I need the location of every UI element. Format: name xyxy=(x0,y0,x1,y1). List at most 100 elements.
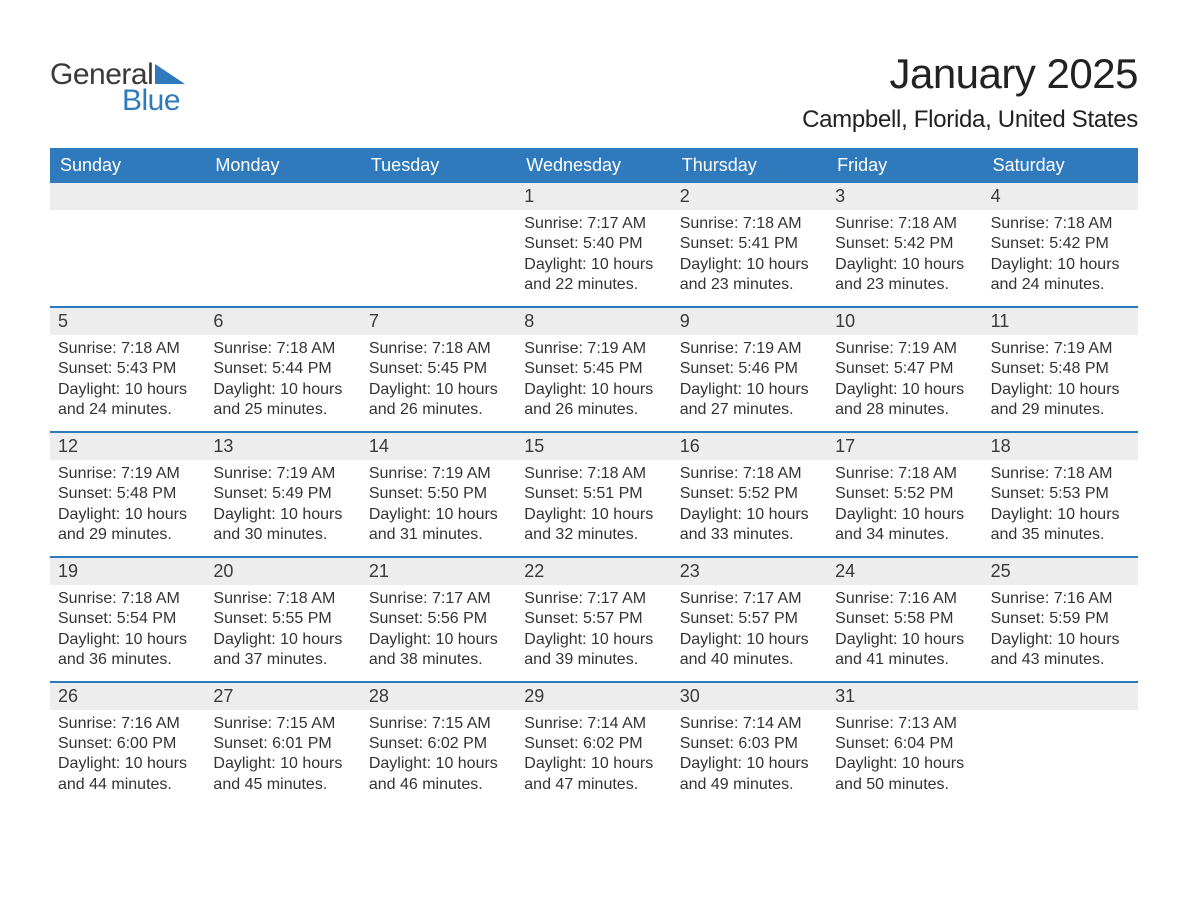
day-number: 2 xyxy=(672,183,827,210)
logo-triangle-icon xyxy=(155,62,189,84)
brand-logo: General Blue xyxy=(50,50,189,118)
calendar-day-cell: 4Sunrise: 7:18 AMSunset: 5:42 PMDaylight… xyxy=(983,183,1138,306)
day-number: 19 xyxy=(50,558,205,585)
calendar-week: 26Sunrise: 7:16 AMSunset: 6:00 PMDayligh… xyxy=(50,681,1138,806)
calendar-week: 5Sunrise: 7:18 AMSunset: 5:43 PMDaylight… xyxy=(50,306,1138,431)
daylight-line: Daylight: 10 hours and 34 minutes. xyxy=(835,505,974,546)
sunset-line: Sunset: 6:03 PM xyxy=(680,734,819,754)
daylight-line: Daylight: 10 hours and 24 minutes. xyxy=(991,255,1130,296)
calendar-day-cell xyxy=(983,683,1138,806)
sunrise-line: Sunrise: 7:18 AM xyxy=(58,339,197,359)
daylight-line: Daylight: 10 hours and 43 minutes. xyxy=(991,630,1130,671)
sunrise-line: Sunrise: 7:15 AM xyxy=(213,714,352,734)
day-number: 4 xyxy=(983,183,1138,210)
sunset-line: Sunset: 6:04 PM xyxy=(835,734,974,754)
sunset-line: Sunset: 5:40 PM xyxy=(524,234,663,254)
sunrise-line: Sunrise: 7:17 AM xyxy=(369,589,508,609)
day-details: Sunrise: 7:17 AMSunset: 5:56 PMDaylight:… xyxy=(361,585,516,671)
sunset-line: Sunset: 5:45 PM xyxy=(524,359,663,379)
calendar-day-cell: 11Sunrise: 7:19 AMSunset: 5:48 PMDayligh… xyxy=(983,308,1138,431)
sunset-line: Sunset: 5:48 PM xyxy=(58,484,197,504)
sunrise-line: Sunrise: 7:18 AM xyxy=(835,214,974,234)
day-number: 31 xyxy=(827,683,982,710)
sunset-line: Sunset: 6:02 PM xyxy=(524,734,663,754)
sunrise-line: Sunrise: 7:18 AM xyxy=(213,589,352,609)
calendar-day-cell: 12Sunrise: 7:19 AMSunset: 5:48 PMDayligh… xyxy=(50,433,205,556)
sunrise-line: Sunrise: 7:17 AM xyxy=(680,589,819,609)
daylight-line: Daylight: 10 hours and 45 minutes. xyxy=(213,754,352,795)
sunrise-line: Sunrise: 7:13 AM xyxy=(835,714,974,734)
calendar-weeks: 1Sunrise: 7:17 AMSunset: 5:40 PMDaylight… xyxy=(50,183,1138,805)
sunrise-line: Sunrise: 7:18 AM xyxy=(680,464,819,484)
day-details: Sunrise: 7:13 AMSunset: 6:04 PMDaylight:… xyxy=(827,710,982,796)
sunrise-line: Sunrise: 7:19 AM xyxy=(991,339,1130,359)
calendar-week: 1Sunrise: 7:17 AMSunset: 5:40 PMDaylight… xyxy=(50,183,1138,306)
daylight-line: Daylight: 10 hours and 22 minutes. xyxy=(524,255,663,296)
sunrise-line: Sunrise: 7:15 AM xyxy=(369,714,508,734)
daylight-line: Daylight: 10 hours and 49 minutes. xyxy=(680,754,819,795)
sunset-line: Sunset: 5:53 PM xyxy=(991,484,1130,504)
calendar-day-cell: 29Sunrise: 7:14 AMSunset: 6:02 PMDayligh… xyxy=(516,683,671,806)
sunrise-line: Sunrise: 7:16 AM xyxy=(835,589,974,609)
sunset-line: Sunset: 5:43 PM xyxy=(58,359,197,379)
daylight-line: Daylight: 10 hours and 23 minutes. xyxy=(680,255,819,296)
sunset-line: Sunset: 5:52 PM xyxy=(680,484,819,504)
daylight-line: Daylight: 10 hours and 47 minutes. xyxy=(524,754,663,795)
calendar-day-cell: 3Sunrise: 7:18 AMSunset: 5:42 PMDaylight… xyxy=(827,183,982,306)
day-number: 10 xyxy=(827,308,982,335)
day-details: Sunrise: 7:18 AMSunset: 5:55 PMDaylight:… xyxy=(205,585,360,671)
sunset-line: Sunset: 5:42 PM xyxy=(991,234,1130,254)
calendar-day-cell: 2Sunrise: 7:18 AMSunset: 5:41 PMDaylight… xyxy=(672,183,827,306)
day-number: 25 xyxy=(983,558,1138,585)
calendar-day-cell: 19Sunrise: 7:18 AMSunset: 5:54 PMDayligh… xyxy=(50,558,205,681)
day-details: Sunrise: 7:18 AMSunset: 5:43 PMDaylight:… xyxy=(50,335,205,421)
daylight-line: Daylight: 10 hours and 44 minutes. xyxy=(58,754,197,795)
day-details: Sunrise: 7:19 AMSunset: 5:49 PMDaylight:… xyxy=(205,460,360,546)
sunset-line: Sunset: 5:49 PM xyxy=(213,484,352,504)
sunrise-line: Sunrise: 7:14 AM xyxy=(680,714,819,734)
day-number: 21 xyxy=(361,558,516,585)
day-number: 18 xyxy=(983,433,1138,460)
sunrise-line: Sunrise: 7:14 AM xyxy=(524,714,663,734)
daylight-line: Daylight: 10 hours and 50 minutes. xyxy=(835,754,974,795)
day-number: 15 xyxy=(516,433,671,460)
day-details: Sunrise: 7:16 AMSunset: 5:58 PMDaylight:… xyxy=(827,585,982,671)
daylight-line: Daylight: 10 hours and 29 minutes. xyxy=(991,380,1130,421)
sunset-line: Sunset: 5:47 PM xyxy=(835,359,974,379)
calendar-day-cell: 23Sunrise: 7:17 AMSunset: 5:57 PMDayligh… xyxy=(672,558,827,681)
sunset-line: Sunset: 6:00 PM xyxy=(58,734,197,754)
day-number: 20 xyxy=(205,558,360,585)
daylight-line: Daylight: 10 hours and 26 minutes. xyxy=(369,380,508,421)
sunset-line: Sunset: 5:51 PM xyxy=(524,484,663,504)
daylight-line: Daylight: 10 hours and 26 minutes. xyxy=(524,380,663,421)
sunset-line: Sunset: 5:45 PM xyxy=(369,359,508,379)
calendar-day-cell: 15Sunrise: 7:18 AMSunset: 5:51 PMDayligh… xyxy=(516,433,671,556)
daylight-line: Daylight: 10 hours and 29 minutes. xyxy=(58,505,197,546)
calendar-day-cell: 1Sunrise: 7:17 AMSunset: 5:40 PMDaylight… xyxy=(516,183,671,306)
location-subtitle: Campbell, Florida, United States xyxy=(802,106,1138,134)
calendar-day-cell: 14Sunrise: 7:19 AMSunset: 5:50 PMDayligh… xyxy=(361,433,516,556)
day-number: 6 xyxy=(205,308,360,335)
sunset-line: Sunset: 5:57 PM xyxy=(680,609,819,629)
daylight-line: Daylight: 10 hours and 28 minutes. xyxy=(835,380,974,421)
day-number: 27 xyxy=(205,683,360,710)
sunrise-line: Sunrise: 7:18 AM xyxy=(524,464,663,484)
calendar-day-cell: 6Sunrise: 7:18 AMSunset: 5:44 PMDaylight… xyxy=(205,308,360,431)
sunrise-line: Sunrise: 7:18 AM xyxy=(58,589,197,609)
sunset-line: Sunset: 6:01 PM xyxy=(213,734,352,754)
sunrise-line: Sunrise: 7:18 AM xyxy=(213,339,352,359)
daylight-line: Daylight: 10 hours and 40 minutes. xyxy=(680,630,819,671)
day-number: 8 xyxy=(516,308,671,335)
calendar: SundayMondayTuesdayWednesdayThursdayFrid… xyxy=(50,148,1138,805)
calendar-day-cell: 13Sunrise: 7:19 AMSunset: 5:49 PMDayligh… xyxy=(205,433,360,556)
daylight-line: Daylight: 10 hours and 31 minutes. xyxy=(369,505,508,546)
day-number: 17 xyxy=(827,433,982,460)
day-details: Sunrise: 7:18 AMSunset: 5:53 PMDaylight:… xyxy=(983,460,1138,546)
day-number: 28 xyxy=(361,683,516,710)
calendar-day-cell: 24Sunrise: 7:16 AMSunset: 5:58 PMDayligh… xyxy=(827,558,982,681)
day-details: Sunrise: 7:19 AMSunset: 5:47 PMDaylight:… xyxy=(827,335,982,421)
day-details: Sunrise: 7:18 AMSunset: 5:52 PMDaylight:… xyxy=(827,460,982,546)
sunrise-line: Sunrise: 7:18 AM xyxy=(369,339,508,359)
calendar-day-cell: 30Sunrise: 7:14 AMSunset: 6:03 PMDayligh… xyxy=(672,683,827,806)
day-number: 5 xyxy=(50,308,205,335)
